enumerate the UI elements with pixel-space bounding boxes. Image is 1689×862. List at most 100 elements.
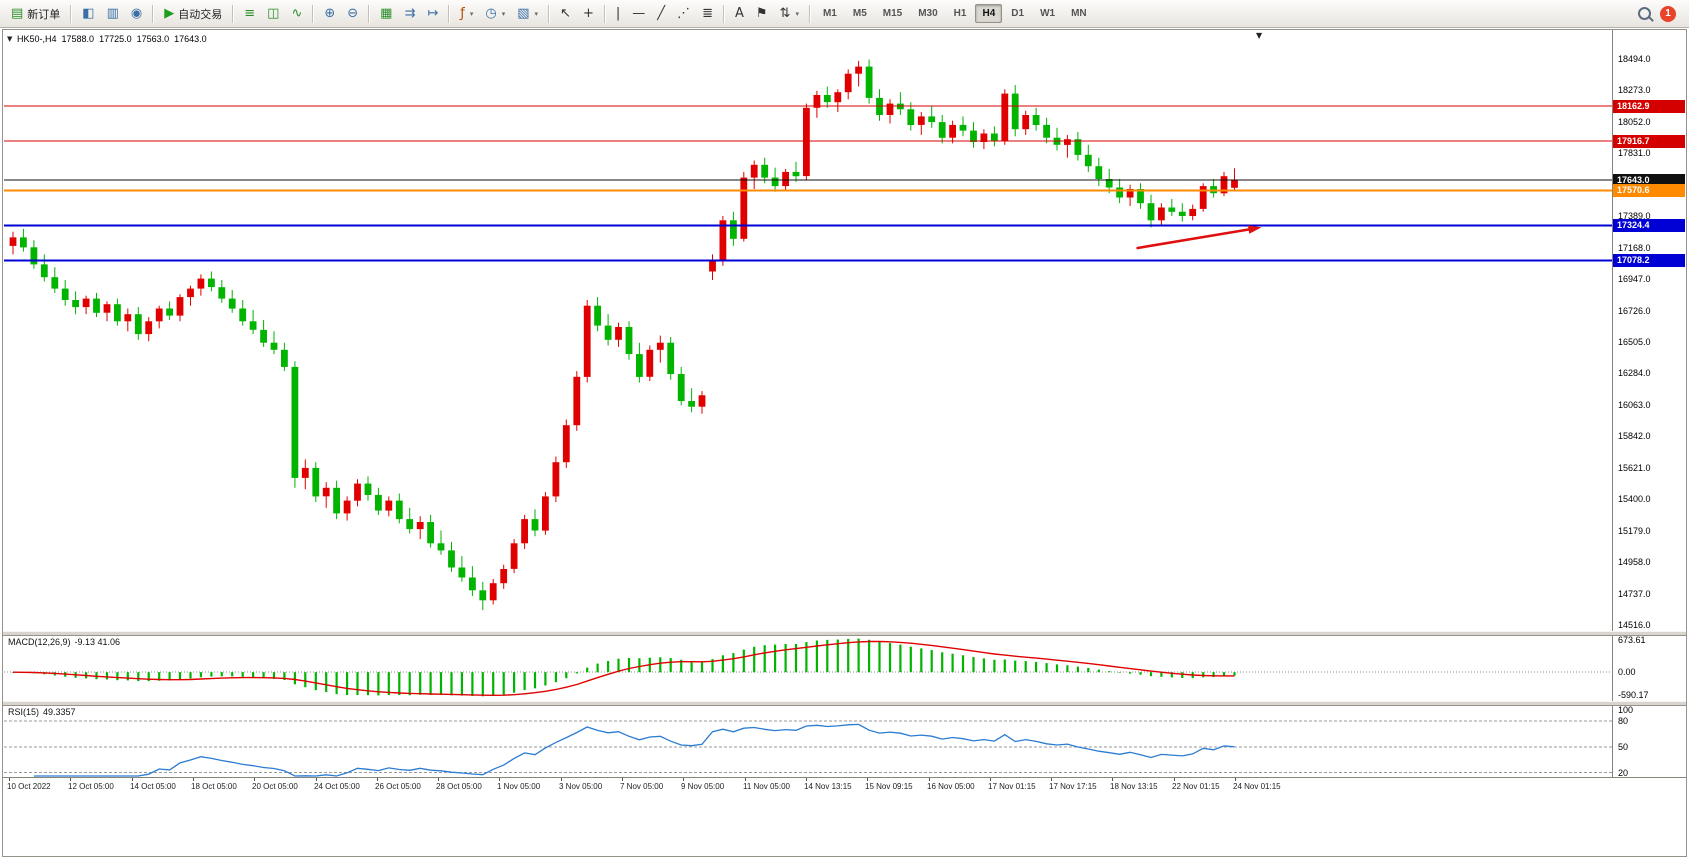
chevron-down-icon: ▾ [501,10,506,18]
fibonacci-button[interactable]: ≣ [697,3,718,24]
timeframe-m30[interactable]: M30 [918,8,938,19]
time-axis-tick [561,778,562,781]
toolbar-separator [70,4,73,23]
macd-histogram-bar [586,667,589,673]
chart-shift-marker[interactable]: ▼ [1256,31,1263,40]
timeframe-w1[interactable]: W1 [1040,8,1056,19]
macd-histogram-bar [137,672,140,682]
ohlc-high: 17725.0 [99,34,132,44]
price-axis[interactable]: 18494.0 18273.0 18052.0 17831.0 17389.0 17168… [1613,30,1686,778]
charts-window-button[interactable]: ◧ [77,3,99,24]
zoom-in-button[interactable]: ⊕ [319,3,340,24]
macd-histogram-bar [930,650,933,673]
candlestick-chart-icon: ◫ [267,6,280,21]
candle [907,102,915,131]
price-badge: 18162.9 [1613,100,1685,113]
profiles-button[interactable]: ▥ [102,3,124,24]
price-axis-label: 15842.0 [1618,431,1651,441]
tile-windows-button[interactable]: ▦ [375,3,397,24]
templates-button[interactable]: ▧ ▾ [512,3,543,24]
rsi-title: RSI(15) [8,707,40,717]
candle [1084,144,1092,172]
candle [667,337,675,380]
macd-histogram-bar [888,643,892,673]
timeframe-h1[interactable]: H1 [953,8,967,19]
search-icon[interactable] [1638,7,1651,20]
macd-plot[interactable] [4,634,1612,701]
timeframe-m5[interactable]: M5 [852,8,867,19]
time-axis-label: 24 Nov 01:15 [1233,782,1281,791]
data-window-icon: ◉ [130,6,143,21]
zoom-out-icon: ⊖ [347,6,359,21]
candle [469,566,476,596]
candle [803,103,810,181]
crosshair-button[interactable]: + [578,3,599,24]
axis-separator [1612,30,1613,778]
macd-histogram-bar [1024,661,1027,673]
trendline-button[interactable]: ╱ [652,3,670,24]
candle [594,297,601,332]
price-axis-label: 18052.0 [1618,117,1651,127]
time-axis[interactable]: 10 Oct 2022 12 Oct 05:00 14 Oct 05:00 18 Oc… [3,778,1612,800]
indicators-button[interactable]: ƒ ▾ [455,3,478,24]
candle [1032,107,1040,131]
candle [406,507,414,534]
macd-histogram-bar [1118,672,1121,673]
autotrade-button[interactable]: ▶ 自动交易 [159,3,227,24]
candle [500,564,508,589]
macd-histogram-bar [617,658,620,673]
candle [959,116,967,137]
macd-histogram-bar [502,672,505,695]
candle [698,391,706,414]
new-order-button-label: 新订单 [27,8,61,21]
toolbar-separator [448,4,451,23]
time-axis-tick [1174,778,1175,781]
rsi-plot[interactable] [4,704,1612,777]
candlestick-chart-button[interactable]: ◫ [262,3,284,24]
bar-chart-button[interactable]: ≡ [239,3,260,24]
vertical-line-button[interactable]: | [611,3,625,24]
candle [9,231,17,255]
macd-histogram-bar [627,657,631,673]
macd-histogram-bar [1139,672,1142,675]
candle [155,305,163,329]
text-button[interactable]: A [730,3,749,24]
periods-button[interactable]: ◷ ▾ [480,3,510,24]
price-badge: 17570.6 [1613,184,1685,197]
label-button[interactable]: ⚑ [751,3,773,24]
fibonacci-icon: ≣ [702,6,713,21]
notification-badge[interactable]: 1 [1660,5,1676,22]
chart-shift-button[interactable]: ↦ [422,3,443,24]
macd-histogram-bar [815,640,818,673]
macd-histogram-bar [533,672,537,689]
trend-arrow[interactable] [1136,225,1262,250]
candle [312,462,320,503]
main-chart-plot[interactable] [4,30,1612,631]
macd-histogram-bar [210,672,213,677]
macd-histogram-bar [1160,672,1163,677]
charts-window-icon: ◧ [82,6,95,21]
timeframe-mn[interactable]: MN [1071,8,1087,19]
cursor-button[interactable]: ↖ [555,3,576,24]
timeframe-d1[interactable]: D1 [1011,8,1025,19]
timeframe-m15[interactable]: M15 [882,8,903,19]
auto-scroll-button[interactable]: ⇉ [399,3,420,24]
zoom-out-button[interactable]: ⊖ [342,3,363,24]
price-axis-label: 16505.0 [1618,337,1651,347]
arrows-button[interactable]: ⇅ ▾ [775,3,804,24]
timeframe-h4[interactable]: H4 [975,4,1003,23]
line-chart-button[interactable]: ∿ [286,3,307,24]
timeframe-m1[interactable]: M1 [822,8,837,19]
panel-splitter[interactable] [3,701,1686,706]
new-order-button[interactable]: ▤ 新订单 [6,3,65,24]
horizontal-line-button[interactable]: — [627,3,650,24]
data-window-button[interactable]: ◉ [126,3,147,24]
macd-histogram-bar [168,672,171,681]
panel-splitter[interactable] [3,631,1686,636]
candle [427,514,434,548]
time-axis-label: 17 Nov 01:15 [988,782,1036,791]
collapse-chart-icon[interactable]: ▼ [7,35,13,43]
macd-histogram-bar [293,672,296,685]
macd-label: MACD(12,26,9) -9.13 41.06 [8,637,124,647]
channel-button[interactable]: ⋰ [672,3,695,24]
